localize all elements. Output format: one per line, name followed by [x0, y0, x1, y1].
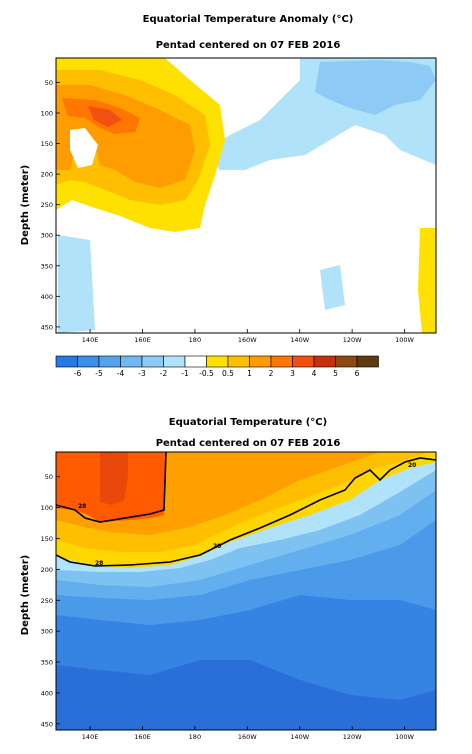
chart2-contour-label-28-b: 28: [95, 560, 103, 567]
colorbar-label: -0.5: [199, 369, 214, 378]
chart2-y-axis-label: Depth (meter): [20, 555, 31, 635]
chart1-warm-region-4: [88, 106, 122, 127]
x-tick-label: 160E: [134, 336, 151, 344]
chart2-contour-label-28: 28: [78, 503, 86, 510]
chart1-white-pocket: [70, 128, 98, 168]
x-tick-label: 160E: [134, 733, 151, 741]
x-tick-label: 100W: [395, 733, 414, 741]
chart1-axes: 140E 160E 180 160W 140W 120W 100W 50 100 150 200 25…: [41, 79, 415, 344]
chart1-frame: [55, 57, 437, 334]
x-tick-label: 120W: [343, 336, 362, 344]
colorbar-swatch: [55, 355, 78, 368]
x-tick-label: 140E: [82, 733, 99, 741]
chart1-title: Equatorial Temperature Anomaly (°C): [143, 14, 354, 25]
chart2-frame: [55, 451, 437, 731]
colorbar-swatch: [141, 355, 164, 368]
colorbar-label: -5: [95, 369, 103, 378]
chart1-plot: [56, 58, 436, 333]
colorbar-label: 2: [269, 369, 274, 378]
y-tick-label: 450: [41, 720, 53, 728]
x-tick-label: 180: [189, 733, 201, 741]
y-tick-label: 50: [45, 473, 53, 481]
x-tick-label: 120W: [343, 733, 362, 741]
y-tick-label: 400: [41, 293, 53, 301]
y-tick-label: 150: [41, 535, 53, 543]
x-tick-label: 180: [189, 336, 201, 344]
chart2-title: Equatorial Temperature (°C): [169, 417, 327, 428]
colorbar-label: 5: [333, 369, 338, 378]
y-tick-label: 300: [41, 628, 53, 636]
colorbar-swatch: [292, 355, 315, 368]
colorbar-swatch: [313, 355, 336, 368]
colorbar-swatch: [163, 355, 186, 368]
colorbar-label: -1: [181, 369, 189, 378]
chart1-y-axis-label: Depth (meter): [20, 165, 31, 245]
colorbar-swatch: [77, 355, 100, 368]
colorbar-label: -3: [138, 369, 146, 378]
colorbar-swatch: [335, 355, 358, 368]
colorbar-label: 3: [290, 369, 295, 378]
colorbar-swatch: [98, 355, 121, 368]
x-tick-label: 140W: [290, 336, 309, 344]
chart1-cool-region-mid: [320, 265, 345, 310]
chart1-subtitle: Pentad centered on 07 FEB 2016: [156, 40, 341, 51]
x-tick-label: 160W: [238, 733, 257, 741]
chart2-isotherm-20: [55, 457, 437, 567]
y-tick-label: 100: [41, 504, 53, 512]
y-tick-label: 350: [41, 262, 53, 270]
colorbar-swatch: [356, 355, 379, 368]
x-tick-label: 140W: [290, 733, 309, 741]
y-tick-label: 250: [41, 597, 53, 605]
y-tick-label: 300: [41, 232, 53, 240]
colorbar-label: -2: [160, 369, 168, 378]
y-tick-label: 50: [45, 79, 53, 87]
y-tick-label: 200: [41, 566, 53, 574]
colorbar-swatch: [270, 355, 293, 368]
y-tick-label: 350: [41, 659, 53, 667]
x-tick-label: 140E: [82, 336, 99, 344]
y-tick-label: 150: [41, 140, 53, 148]
chart2-contour-label-20-b: 20: [408, 462, 416, 469]
chart2-isotherm-28: [55, 451, 167, 523]
colorbar-label: -4: [117, 369, 125, 378]
colorbar-swatch: [206, 355, 229, 368]
colorbar-label: 6: [355, 369, 360, 378]
x-tick-label: 160W: [238, 336, 257, 344]
colorbar-label: 1: [247, 369, 252, 378]
y-tick-label: 400: [41, 689, 53, 697]
chart2-axes: 140E 160E 180 160W 140W 120W 100W 50 100 150 200 25…: [41, 473, 415, 741]
colorbar: -6 -5 -4 -3 -2 -1 -0.5 0.5 1 2 3 4 5 6: [55, 355, 379, 378]
colorbar-swatch: [249, 355, 272, 368]
colorbar-label: 4: [312, 369, 317, 378]
y-tick-label: 100: [41, 110, 53, 118]
chart1-cool-region-west: [58, 235, 95, 333]
colorbar-label: 0.5: [222, 369, 234, 378]
colorbar-swatch: [184, 355, 207, 368]
chart2-layer-28-core: [100, 452, 128, 505]
y-tick-label: 450: [41, 323, 53, 331]
colorbar-swatch: [120, 355, 143, 368]
y-tick-label: 200: [41, 171, 53, 179]
y-tick-label: 250: [41, 201, 53, 209]
colorbar-label: -6: [74, 369, 82, 378]
chart2-subtitle: Pentad centered on 07 FEB 2016: [156, 438, 341, 449]
x-tick-label: 100W: [395, 336, 414, 344]
colorbar-swatch: [227, 355, 250, 368]
chart2-contour-label-20: 20: [213, 543, 221, 550]
chart2-plot: [56, 452, 436, 730]
chart1-warm-region-east: [418, 228, 436, 333]
chart1-cool-region-central-deep: [315, 60, 436, 115]
